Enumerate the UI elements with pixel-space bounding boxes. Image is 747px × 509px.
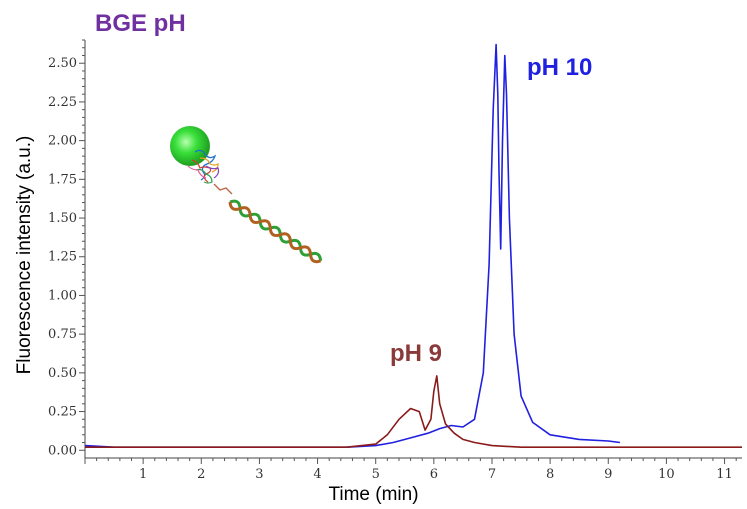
x-tick-label: 8 — [546, 467, 554, 482]
x-tick-label: 10 — [658, 467, 675, 482]
y-tick-label: 2.25 — [48, 95, 77, 110]
y-tick-label: 0.25 — [48, 405, 77, 420]
chart-title: BGE pH — [95, 10, 186, 37]
x-tick-label: 3 — [255, 467, 263, 482]
y-tick-label: 1.25 — [48, 250, 77, 265]
y-tick-label: 1.50 — [48, 211, 77, 226]
y-tick-label: 2.50 — [48, 56, 77, 71]
x-tick-label: 5 — [372, 467, 380, 482]
x-tick-label: 11 — [716, 467, 733, 482]
series-line — [85, 375, 742, 449]
annotation-label: pH 9 — [390, 340, 442, 367]
x-tick-label: 4 — [313, 467, 321, 482]
y-tick-label: 1.75 — [48, 172, 77, 187]
x-tick-label: 7 — [488, 467, 496, 482]
y-tick-label: 0.75 — [48, 327, 77, 342]
x-tick-label: 1 — [139, 467, 147, 482]
protein-dna-illustration — [170, 126, 323, 264]
x-tick-label: 6 — [430, 467, 438, 482]
y-tick-label: 1.00 — [48, 288, 77, 303]
x-tick-label: 2 — [197, 467, 205, 482]
y-tick-label: 2.00 — [48, 134, 77, 149]
y-tick-label: 0.50 — [48, 366, 77, 381]
y-tick-label: 0.00 — [48, 443, 77, 458]
plot-area: 1 2 3 4 5 6 7 8 9 10 11 0.00 0.25 0.50 0.75 1.00 1.25 1.5… — [14, 39, 742, 505]
y-axis-label: Fluorescence intensity (a.u.) — [14, 136, 35, 375]
series-line — [84, 43, 621, 449]
annotation-label: pH 10 — [527, 54, 592, 81]
x-axis-label: Time (min) — [328, 484, 418, 505]
x-tick-label: 9 — [604, 467, 612, 482]
